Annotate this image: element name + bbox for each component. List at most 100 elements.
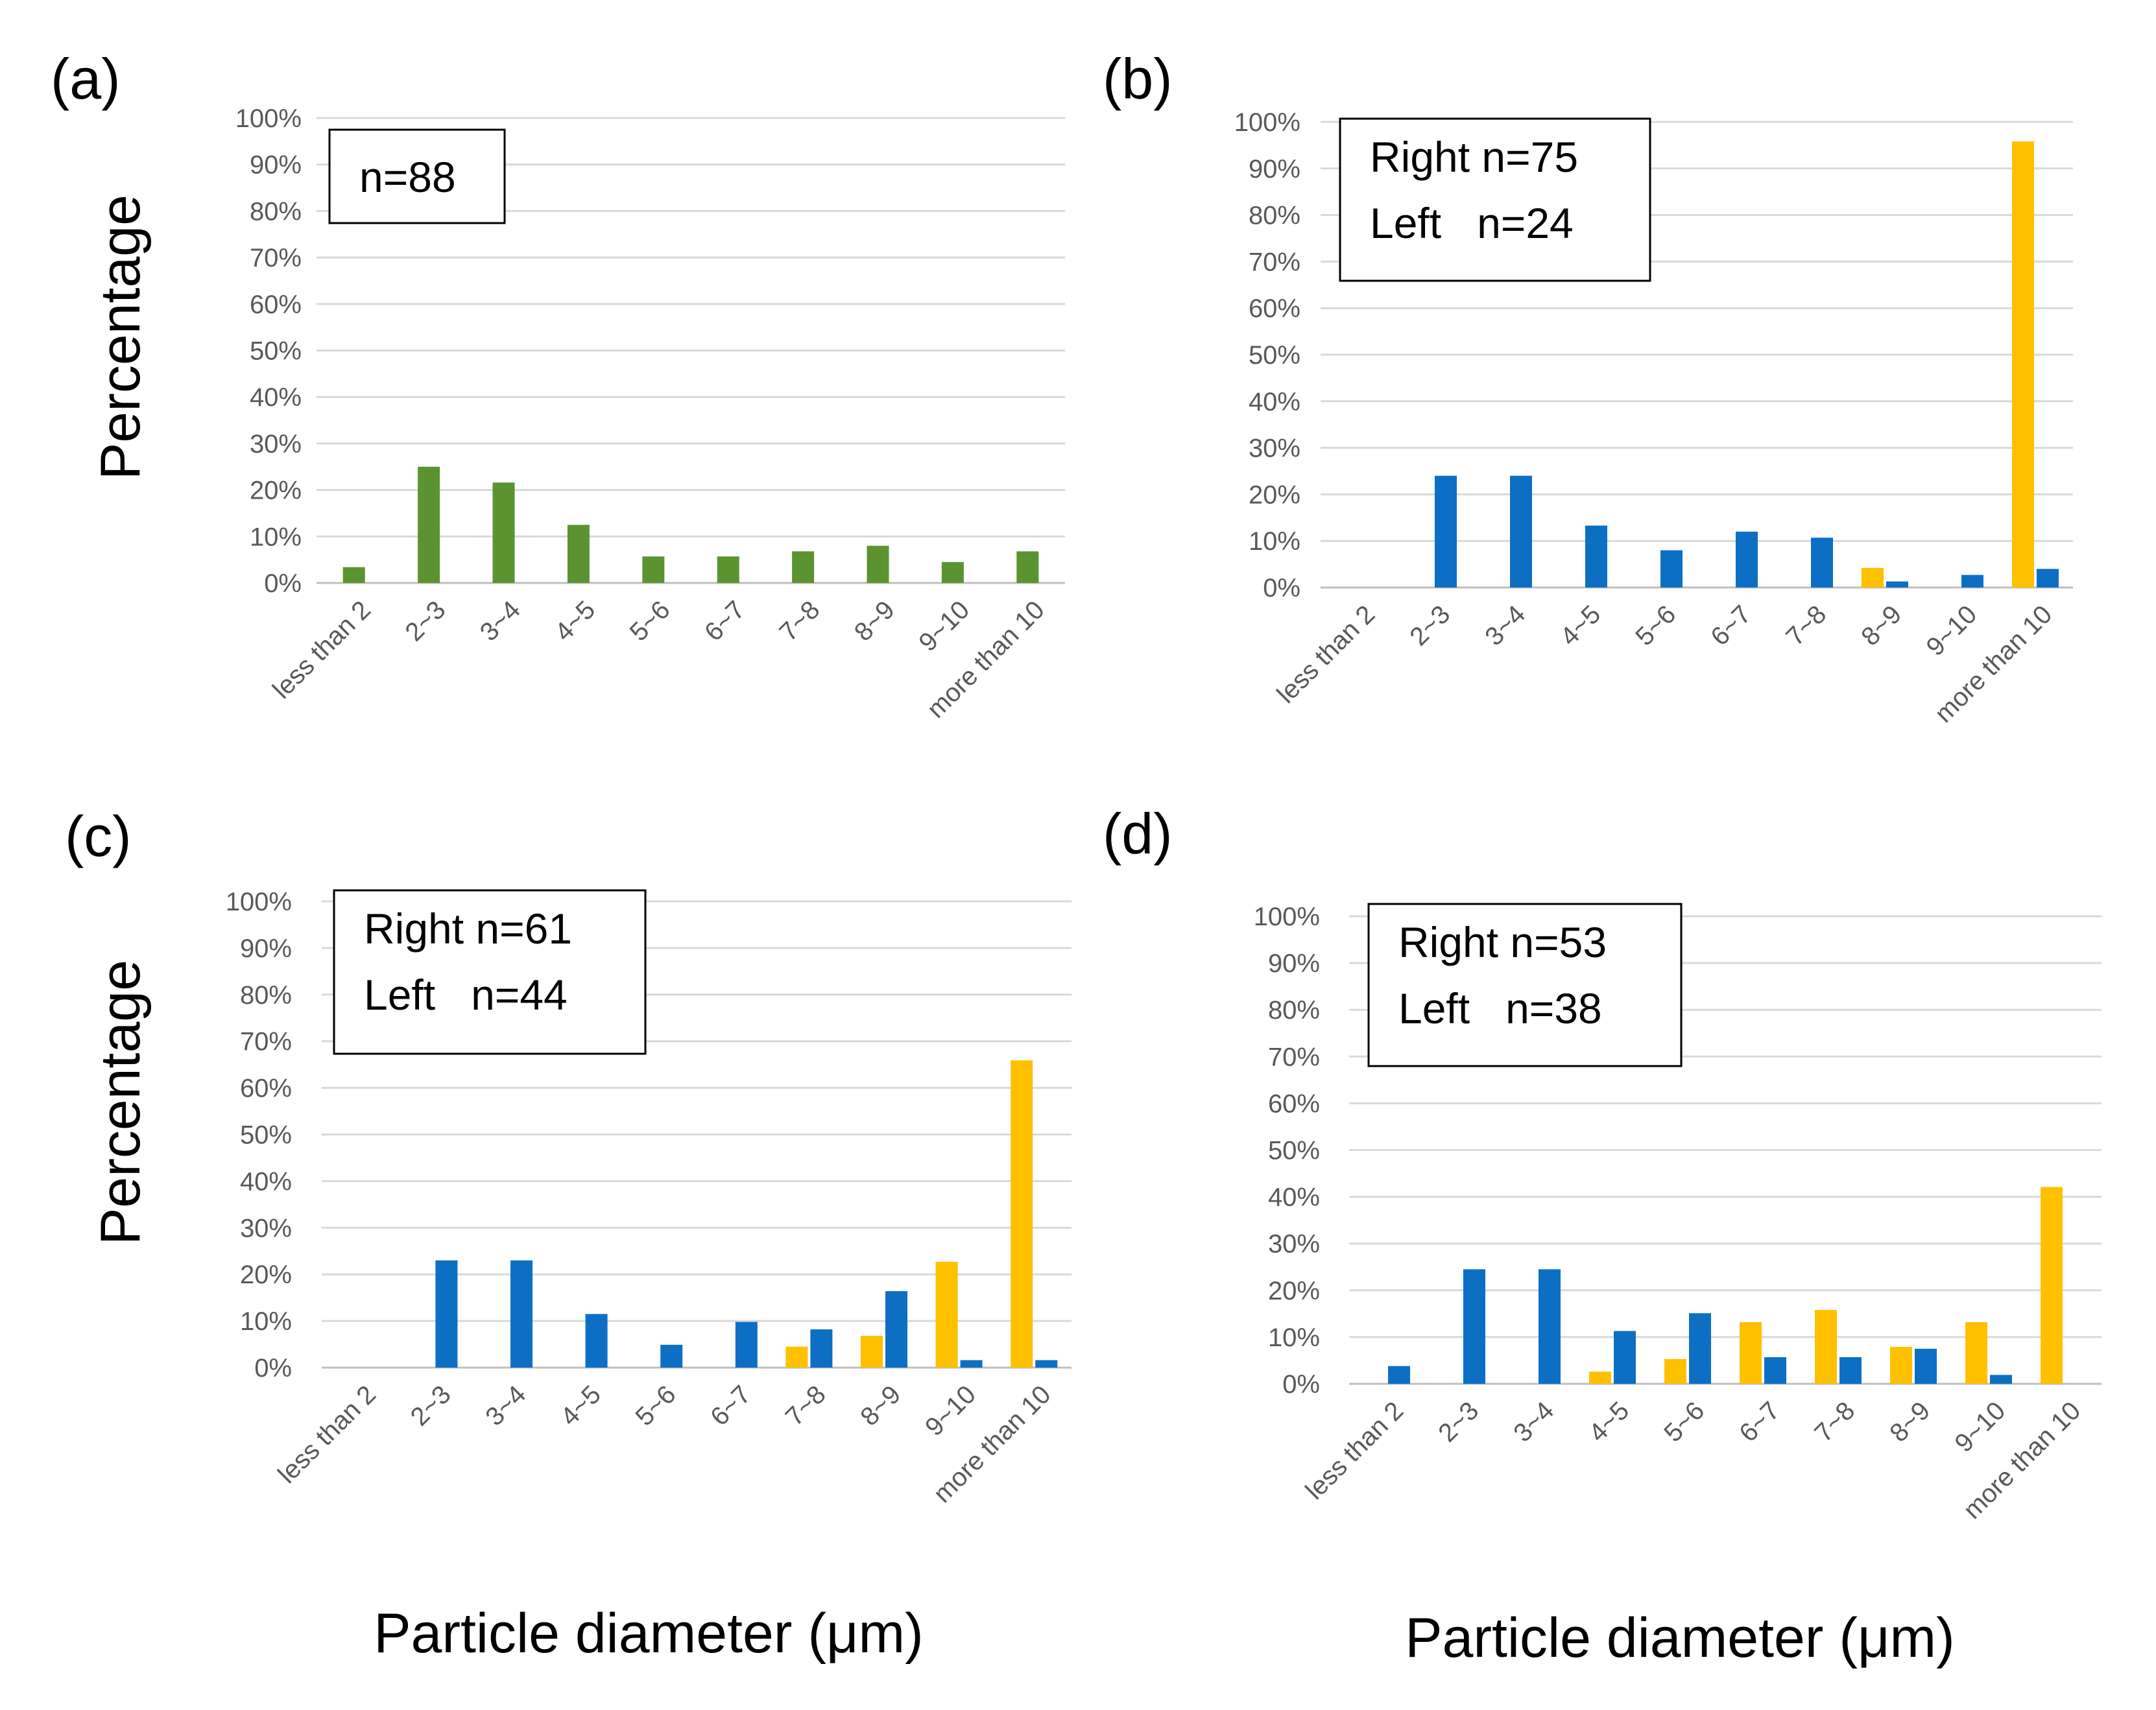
bar-n-88	[867, 545, 889, 583]
bar-right	[435, 1260, 458, 1368]
x-tick-label: 5~6	[1630, 600, 1681, 651]
y-tick-label: 50%	[1268, 1137, 1320, 1165]
legend-box	[333, 889, 647, 1055]
chart-a: 0% 10% 20% 30% 40% 50% 60% 70% 80% 90% 100% less th…	[235, 104, 1065, 724]
x-tick-label: 2~3	[1433, 1396, 1484, 1447]
y-tick-label: 80%	[250, 197, 302, 226]
y-tick-label: 90%	[1249, 155, 1300, 184]
bar-right	[585, 1314, 608, 1368]
x-tick-label: 2~3	[400, 595, 451, 647]
y-tick-label: 100%	[226, 888, 292, 916]
bar-n-88	[492, 482, 515, 583]
bar-n-88	[418, 466, 440, 583]
y-tick-label: 80%	[1249, 202, 1300, 230]
y-tick-label: 30%	[240, 1214, 292, 1242]
x-tick-label: 3~4	[1479, 600, 1531, 651]
x-tick-label: 9~10	[1950, 1396, 2011, 1458]
y-tick-label: 0%	[264, 569, 302, 598]
bar-left	[1589, 1372, 1611, 1384]
y-tick-label: 20%	[240, 1261, 292, 1289]
bar-right	[1539, 1269, 1561, 1384]
x-tick-label: 7~8	[774, 595, 825, 647]
y-tick-label: 50%	[240, 1121, 292, 1150]
x-tick-label: 4~5	[1555, 600, 1606, 651]
legend-entry: Right n=75	[1370, 133, 1578, 181]
y-tick-label: 90%	[250, 151, 302, 180]
y-tick-label: 30%	[1268, 1230, 1320, 1259]
bar-n-88	[941, 562, 964, 583]
bar-right	[960, 1360, 983, 1368]
bar-n-88	[1016, 551, 1039, 583]
y-axis-title-c: Percentage	[90, 960, 152, 1245]
x-tick-label: 5~6	[625, 595, 676, 647]
x-tick-label: 2~3	[405, 1380, 457, 1431]
bar-right	[1585, 525, 1607, 588]
x-tick-label: 4~5	[549, 595, 601, 647]
bar-right	[1689, 1313, 1711, 1384]
x-tick-label: 3~4	[480, 1380, 531, 1431]
legend-entry: n=88	[359, 153, 456, 201]
y-tick-label: 30%	[1249, 434, 1300, 463]
legend-box	[1339, 117, 1651, 282]
x-tick-label: 8~9	[1884, 1396, 1935, 1447]
x-tick-label: 2~3	[1404, 600, 1455, 651]
x-tick-label: 7~8	[1809, 1396, 1860, 1447]
panel-label-d: (d)	[1103, 802, 1173, 866]
x-tick-label: 5~6	[630, 1380, 681, 1431]
bar-right	[1839, 1357, 1862, 1384]
y-tick-label: 20%	[250, 477, 302, 505]
x-tick-label: 6~7	[1705, 600, 1756, 651]
legend-box	[328, 128, 506, 224]
x-tick-label: 9~10	[920, 1380, 981, 1442]
y-tick-label: 80%	[240, 981, 292, 1010]
legend-entry: Left n=44	[364, 971, 568, 1019]
chart-c: 0% 10% 20% 30% 40% 50% 60% 70% 80% 90% 100% less th…	[226, 888, 1072, 1508]
y-tick-label: 10%	[240, 1307, 292, 1336]
panel-label-c: (c)	[65, 804, 132, 868]
x-tick-label: 6~7	[705, 1380, 756, 1431]
x-tick-label: 8~9	[849, 595, 900, 647]
bar-n-88	[717, 556, 739, 583]
legend-entry: Right n=61	[364, 905, 572, 953]
bar-n-88	[342, 567, 365, 583]
y-tick-label: 40%	[1249, 388, 1300, 416]
x-tick-label: 7~8	[780, 1380, 832, 1431]
x-tick-label: less than 2	[267, 595, 376, 704]
bar-right	[1435, 475, 1457, 588]
bar-left	[2012, 141, 2034, 588]
bar-right	[1660, 550, 1683, 588]
x-tick-label: less than 2	[272, 1380, 381, 1489]
bar-left	[1740, 1322, 1762, 1384]
y-tick-label: 60%	[1268, 1089, 1320, 1118]
x-axis-title-c: Particle diameter (μm)	[374, 1602, 924, 1665]
y-tick-label: 10%	[250, 523, 302, 551]
bar-left	[861, 1336, 883, 1368]
bar-n-88	[792, 551, 815, 583]
y-tick-label: 100%	[1254, 903, 1320, 931]
x-tick-label: 5~6	[1659, 1396, 1710, 1447]
y-tick-label: 70%	[1249, 248, 1300, 276]
bar-right	[1388, 1366, 1410, 1384]
bar-left	[1664, 1359, 1686, 1384]
y-tick-label: 20%	[1268, 1277, 1320, 1305]
legend-entry: Left n=38	[1398, 984, 1602, 1032]
x-tick-label: 4~5	[1583, 1396, 1635, 1447]
y-axis-title-a: Percentage	[90, 195, 152, 480]
y-tick-label: 60%	[240, 1075, 292, 1103]
y-tick-label: 70%	[1268, 1043, 1320, 1071]
x-tick-label: 6~7	[1734, 1396, 1785, 1447]
y-tick-label: 90%	[1268, 949, 1320, 978]
bar-right	[735, 1322, 758, 1368]
bar-left	[1965, 1322, 1987, 1384]
bar-right	[1811, 538, 1833, 588]
chart-b: 0% 10% 20% 30% 40% 50% 60% 70% 80% 90% 100% less th…	[1234, 108, 2073, 728]
bar-right	[1510, 475, 1532, 588]
panel-label-b: (b)	[1103, 47, 1173, 111]
bar-right	[660, 1344, 683, 1368]
x-axis-title-d: Particle diameter (μm)	[1405, 1607, 1955, 1669]
y-tick-label: 80%	[1268, 996, 1320, 1025]
y-tick-label: 50%	[1249, 341, 1300, 370]
y-tick-label: 60%	[1249, 294, 1300, 323]
x-tick-label: 4~5	[555, 1380, 606, 1431]
